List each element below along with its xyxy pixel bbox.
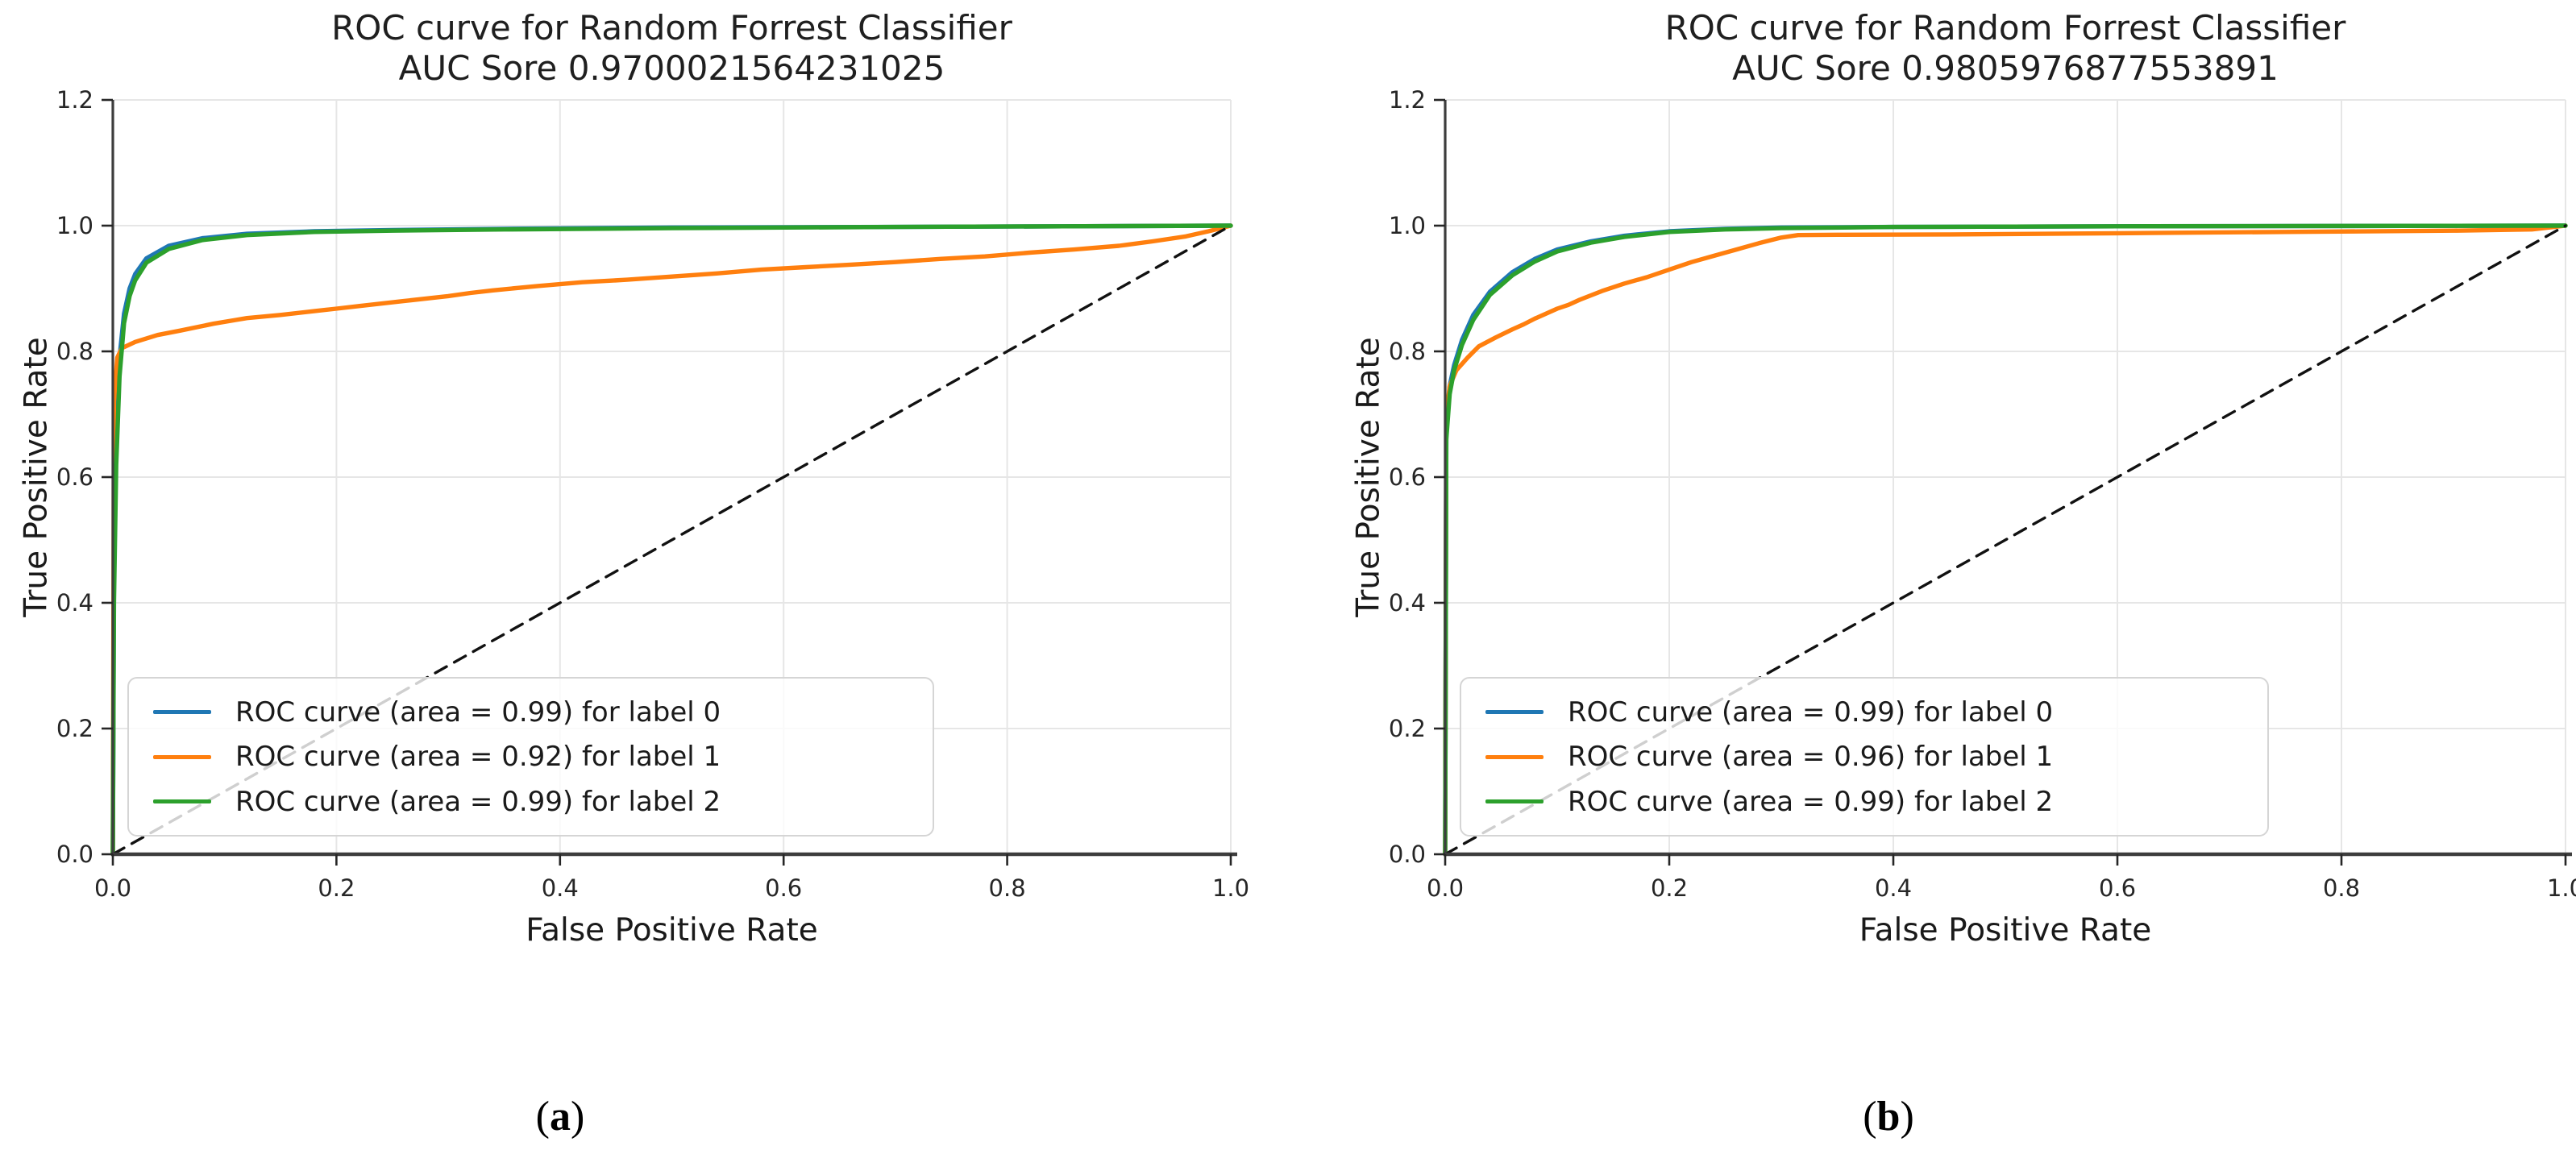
chance-diagonal-line — [1444, 224, 2567, 856]
y-tick-label: 0.4 — [56, 589, 93, 617]
x-axis-title: False Positive Rate — [526, 912, 818, 949]
x-tick-label: 0.8 — [2323, 874, 2360, 902]
caption-paren-close: ) — [571, 1094, 585, 1140]
chance-diagonal-line — [111, 224, 1232, 856]
legend-label: ROC curve (area = 0.99) for label 0 — [235, 695, 721, 729]
legend-line-swatch — [153, 754, 211, 759]
y-tick-label: 0.8 — [1389, 338, 1426, 365]
roc-plot-area-a: 0.0 0.2 0.4 0.6 0.8 1.0 0.0 0.2 0.4 0.6 0.8 1.0 1.2 — [56, 86, 1249, 902]
y-tick-label: 0.0 — [56, 841, 93, 868]
roc-curve-label1 — [1443, 223, 2568, 857]
y-tick-label: 1.2 — [56, 86, 93, 114]
x-tick-label: 0.0 — [94, 874, 131, 902]
legend-line-swatch — [153, 710, 211, 715]
y-axis-title: True Positive Rate — [1350, 337, 1387, 617]
caption-paren-close: ) — [1900, 1094, 1914, 1140]
x-tick-label: 1.0 — [2547, 874, 2576, 902]
legend-item: ROC curve (area = 0.99) for label 2 — [1485, 786, 2243, 818]
chart-title-block-a: ROC curve for Random Forrest Classifier … — [331, 8, 1012, 89]
roc-chart-panel-a: 0.0 0.2 0.4 0.6 0.8 1.0 0.0 0.2 0.4 0.6 0.8 1.0 1.2 … — [18, 8, 1250, 1140]
x-tick-label: 0.4 — [542, 874, 579, 902]
chart-title: ROC curve for Random Forrest Classifier — [1664, 8, 2346, 48]
roc-curve-label2 — [110, 223, 1233, 857]
roc-curve-label1 — [110, 223, 1233, 857]
legend-line-swatch — [1485, 799, 1544, 804]
roc-curve-label2 — [1443, 223, 2568, 857]
legend-item: ROC curve (area = 0.99) for label 0 — [153, 696, 908, 729]
chart-title: ROC curve for Random Forrest Classifier — [331, 8, 1012, 48]
caption-paren-open: ( — [1863, 1094, 1877, 1140]
y-tick-label: 0.2 — [56, 715, 93, 742]
y-axis-title: True Positive Rate — [18, 337, 55, 617]
y-tick-label: 0.6 — [56, 463, 93, 491]
panel-caption-a: (a) — [536, 1093, 585, 1140]
caption-paren-open: ( — [535, 1094, 550, 1140]
y-tick-label: 0.4 — [1389, 589, 1426, 617]
y-tick-label: 0.8 — [56, 338, 93, 365]
legend-label: ROC curve (area = 0.96) for label 1 — [1568, 741, 2054, 774]
y-tick-label: 1.2 — [1389, 86, 1426, 114]
caption-letter: a — [550, 1094, 571, 1140]
y-tick-label: 1.0 — [1389, 212, 1426, 239]
caption-letter: b — [1876, 1094, 1901, 1140]
roc-plot-area-b: 0.0 0.2 0.4 0.6 0.8 1.0 0.0 0.2 0.4 0.6 0.8 1.0 1.2 — [1389, 86, 2576, 902]
legend-line-swatch — [1485, 754, 1544, 759]
y-tick-label: 0.2 — [1389, 715, 1426, 742]
x-tick-label: 0.0 — [1427, 874, 1464, 902]
chart-title-block-b: ROC curve for Random Forrest Classifier … — [1665, 8, 2346, 89]
legend-item: ROC curve (area = 0.99) for label 0 — [1485, 696, 2243, 729]
legend-item: ROC curve (area = 0.99) for label 2 — [153, 786, 908, 818]
x-tick-label: 0.2 — [1651, 874, 1688, 902]
legend-label: ROC curve (area = 0.99) for label 0 — [1568, 695, 2054, 729]
roc-chart-panel-b: 0.00.20.40.60.81.00.00.20.40.60.81.01.2 … — [1288, 0, 2576, 1175]
legend-label: ROC curve (area = 0.99) for label 2 — [235, 785, 721, 818]
legend-item: ROC curve (area = 0.96) for label 1 — [1485, 741, 2243, 773]
legend-box-b: ROC curve (area = 0.99) for label 0 ROC c… — [1460, 677, 2269, 837]
x-tick-label: 0.8 — [989, 874, 1026, 902]
legend-line-swatch — [153, 799, 211, 804]
y-tick-label: 0.6 — [1389, 463, 1426, 491]
y-tick-label: 0.0 — [1389, 841, 1426, 868]
legend-box-a: ROC curve (area = 0.99) for label 0 ROC c… — [127, 677, 935, 837]
x-tick-label: 0.2 — [318, 874, 355, 902]
x-tick-label: 0.4 — [1875, 874, 1912, 902]
x-axis-title: False Positive Rate — [1859, 912, 2152, 949]
x-tick-label: 0.6 — [2099, 874, 2136, 902]
panel-caption-b: (b) — [1863, 1093, 1914, 1140]
legend-label: ROC curve (area = 0.99) for label 2 — [1568, 785, 2054, 818]
chart-subtitle: AUC Sore 0.9805976877553891 — [1732, 48, 2279, 88]
chart-subtitle: AUC Sore 0.9700021564231025 — [398, 48, 945, 88]
legend-label: ROC curve (area = 0.92) for label 1 — [235, 741, 721, 774]
y-tick-label: 1.0 — [56, 212, 93, 239]
x-tick-label: 0.6 — [765, 874, 802, 902]
legend-item: ROC curve (area = 0.92) for label 1 — [153, 741, 908, 773]
legend-line-swatch — [1485, 710, 1544, 715]
x-tick-label: 1.0 — [1212, 874, 1249, 902]
